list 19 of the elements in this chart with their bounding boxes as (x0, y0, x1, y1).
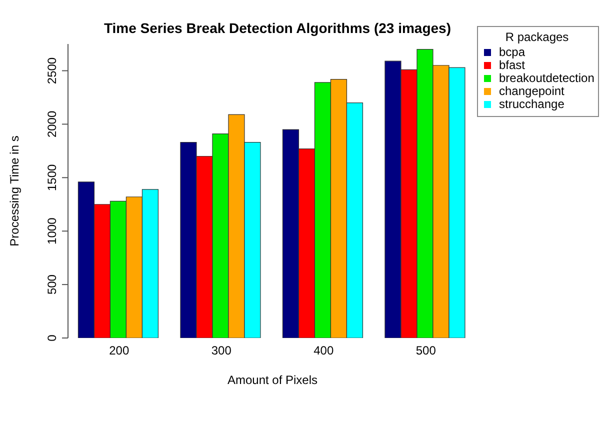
y-tick-label: 2500 (45, 57, 59, 84)
y-tick-label: 2000 (45, 110, 59, 138)
y-axis-title: Processing Time in s (7, 136, 22, 246)
x-tick-label: 500 (416, 344, 436, 358)
x-axis-title: Amount of Pixels (227, 373, 318, 387)
legend-label: changepoint (499, 84, 564, 98)
x-tick-label: 300 (211, 344, 232, 358)
legend-label: breakoutdetection (499, 71, 594, 85)
y-tick-label: 1500 (45, 164, 59, 191)
y-tick-label: 500 (45, 274, 59, 295)
legend-label: strucchange (499, 97, 564, 111)
x-tick-label: 200 (109, 344, 130, 358)
y-tick-label: 1000 (45, 217, 59, 244)
legend-title: R packages (504, 30, 570, 44)
chart-title: Time Series Break Detection Algorithms (23 images) (102, 20, 452, 36)
legend-label: bcpa (499, 45, 526, 59)
y-tick-label: 0 (45, 334, 59, 342)
legend-label: bfast (499, 58, 526, 72)
x-tick-label: 400 (314, 344, 334, 358)
